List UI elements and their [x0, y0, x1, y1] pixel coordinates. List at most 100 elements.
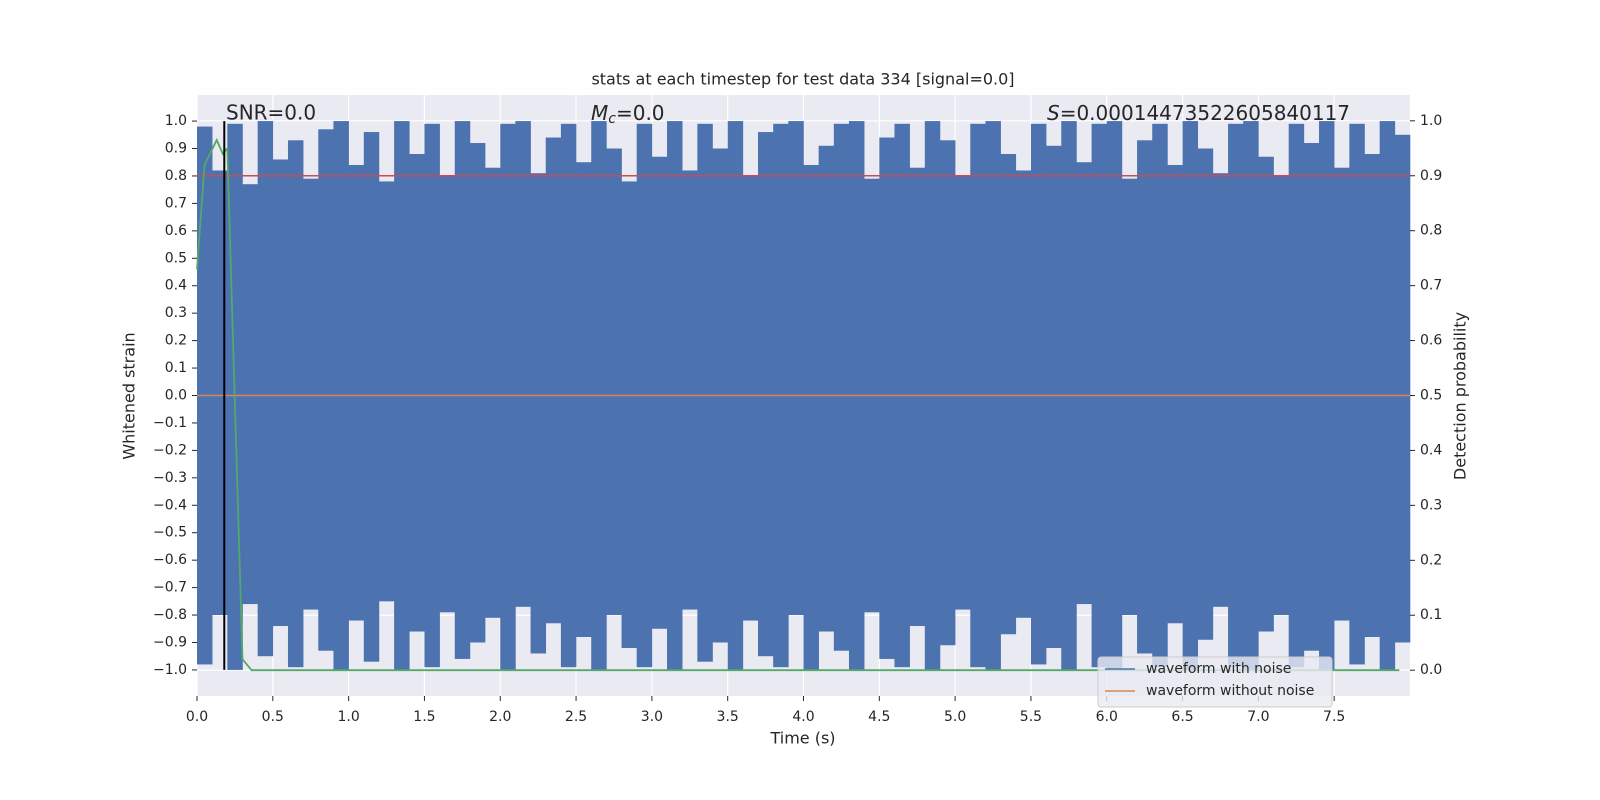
legend-label: waveform with noise — [1146, 661, 1291, 677]
chart: 0.00.51.01.52.02.53.03.54.04.55.05.56.06… — [0, 0, 1600, 800]
noise-band — [955, 176, 970, 610]
noise-band — [940, 140, 955, 645]
noise-band — [1016, 170, 1031, 617]
legend: waveform with noisewaveform without nois… — [1098, 657, 1332, 707]
noise-band — [379, 181, 394, 601]
noise-band — [212, 170, 227, 615]
annotation-text: =0.0 — [616, 101, 665, 125]
x-tick-label: 7.5 — [1323, 709, 1345, 725]
annotation-symbol: S — [1047, 101, 1060, 125]
noise-band — [455, 121, 470, 659]
noise-band — [1122, 179, 1137, 615]
marks — [197, 121, 1410, 670]
noise-band — [409, 154, 424, 632]
noise-band — [1031, 124, 1046, 665]
x-tick-label: 2.0 — [489, 709, 511, 725]
noise-band — [318, 129, 333, 650]
noise-band — [440, 176, 455, 612]
noise-band — [1137, 140, 1152, 653]
noise-band — [1304, 143, 1319, 651]
noise-band — [819, 146, 834, 632]
noise-band — [804, 165, 819, 670]
noise-band — [303, 179, 318, 610]
annotation: Mc=0.0 — [591, 101, 665, 128]
y2-tick-label: 0.8 — [1420, 223, 1442, 239]
noise-band — [1258, 157, 1273, 632]
y-tick-label: 0.0 — [165, 388, 187, 404]
noise-band — [834, 124, 849, 651]
noise-band — [258, 121, 273, 656]
noise-band — [1213, 173, 1228, 607]
y2-tick-label: 1.0 — [1420, 113, 1442, 129]
noise-band — [470, 143, 485, 642]
noise-band — [531, 173, 546, 653]
page: 0.00.51.01.52.02.53.03.54.04.55.05.56.06… — [0, 0, 1600, 800]
noise-band — [273, 159, 288, 626]
y2-tick-label: 0.6 — [1420, 333, 1442, 349]
x-tick-label: 7.0 — [1247, 709, 1269, 725]
x-tick-label: 6.5 — [1171, 709, 1193, 725]
y2-tick-label: 0.9 — [1420, 168, 1442, 184]
y-tick-label: −0.3 — [153, 470, 187, 486]
noise-band — [515, 121, 530, 607]
noise-band — [682, 170, 697, 609]
y2-tick-label: 0.1 — [1420, 607, 1442, 623]
noise-band — [288, 140, 303, 667]
noise-band — [606, 149, 621, 616]
x-tick-label: 4.5 — [868, 709, 890, 725]
noise-band — [743, 176, 758, 621]
x-axis-label: Time (s) — [769, 729, 835, 748]
annotation-symbol: M — [591, 101, 608, 125]
noise-band — [1395, 135, 1410, 643]
x-tick-label: 0.5 — [262, 709, 284, 725]
x-tick-label: 5.5 — [1020, 709, 1042, 725]
noise-band — [546, 138, 561, 624]
y-tick-label: 1.0 — [165, 113, 187, 129]
y-tick-label: 0.9 — [165, 141, 187, 157]
x-tick-label: 3.0 — [641, 709, 663, 725]
y2-tick-label: 0.3 — [1420, 497, 1442, 513]
y2-tick-label: 0.0 — [1420, 662, 1442, 678]
noise-band — [1167, 165, 1182, 623]
y-tick-label: −0.6 — [153, 552, 187, 568]
y-tick-label: −0.9 — [153, 634, 187, 650]
y2-axis-label: Detection probability — [1451, 312, 1470, 480]
y-tick-label: −0.7 — [153, 580, 187, 596]
x-tick-label: 1.0 — [337, 709, 359, 725]
y2-tick-label: 0.7 — [1420, 278, 1442, 294]
chart-title: stats at each timestep for test data 334… — [591, 70, 1014, 89]
annotation-text: =0.00014473522605840117 — [1060, 101, 1350, 125]
y-tick-label: −1.0 — [153, 662, 187, 678]
noise-band — [1334, 168, 1349, 621]
y2-tick-label: 0.2 — [1420, 552, 1442, 568]
y-axis-label: Whitened strain — [120, 332, 139, 459]
noise-band — [349, 165, 364, 621]
y-tick-label: −0.2 — [153, 442, 187, 458]
noise-band — [364, 132, 379, 662]
x-tick-label: 5.0 — [944, 709, 966, 725]
noise-band — [576, 162, 591, 637]
noise-band — [1076, 162, 1091, 604]
x-tick-label: 2.5 — [565, 709, 587, 725]
y-tick-label: 0.8 — [165, 168, 187, 184]
noise-band — [242, 184, 257, 604]
noise-band — [879, 138, 894, 659]
noise-band — [758, 132, 773, 656]
y-tick-label: 0.7 — [165, 195, 187, 211]
x-tick-label: 1.5 — [413, 709, 435, 725]
y-tick-label: 0.1 — [165, 360, 187, 376]
y2-tick-label: 0.5 — [1420, 388, 1442, 404]
noise-band — [1198, 149, 1213, 640]
noise-band — [1001, 154, 1016, 634]
y-tick-label: 0.4 — [165, 278, 187, 294]
y-tick-label: 0.2 — [165, 333, 187, 349]
y2-tick-label: 0.4 — [1420, 442, 1442, 458]
y-tick-label: −0.5 — [153, 525, 187, 541]
noise-band — [910, 168, 925, 626]
noise-band — [1046, 146, 1061, 648]
y-tick-label: −0.1 — [153, 415, 187, 431]
y-tick-label: 0.5 — [165, 250, 187, 266]
y-tick-label: −0.8 — [153, 607, 187, 623]
noise-band — [788, 121, 803, 615]
noise-band — [652, 157, 667, 629]
